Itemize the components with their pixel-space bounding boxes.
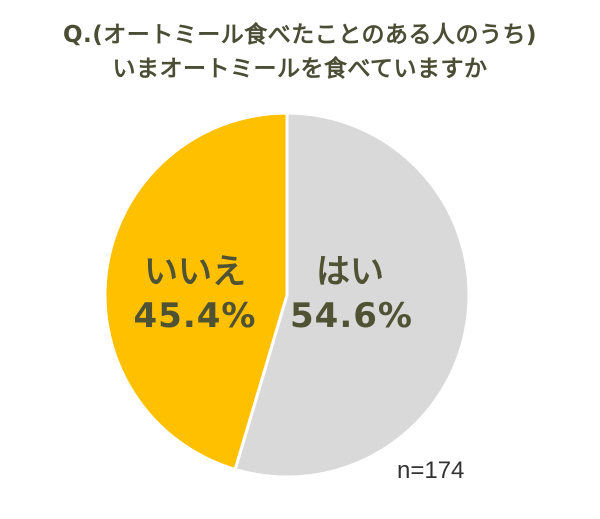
slice-label-yes-name: はい (316, 252, 384, 292)
slice-label-no: いいえ 45.4% (130, 250, 260, 338)
slice-label-yes-value: 54.6% (290, 296, 413, 336)
pie-slice-yes (233, 111, 471, 479)
chart-title: Q.(オートミール食べたことのある人のうち) いまオートミールを食べていますか (0, 18, 600, 86)
slice-label-no-value: 45.4% (133, 296, 257, 336)
chart-title-line-2: いまオートミールを食べていますか (112, 56, 488, 82)
pie-slice-no (103, 111, 289, 472)
sample-size-label: n=174 (397, 457, 465, 484)
chart-title-line-1: Q.(オートミール食べたことのある人のうち) (62, 22, 538, 48)
slice-label-yes: はい 54.6% (290, 250, 413, 338)
slice-label-no-name: いいえ (144, 252, 246, 292)
